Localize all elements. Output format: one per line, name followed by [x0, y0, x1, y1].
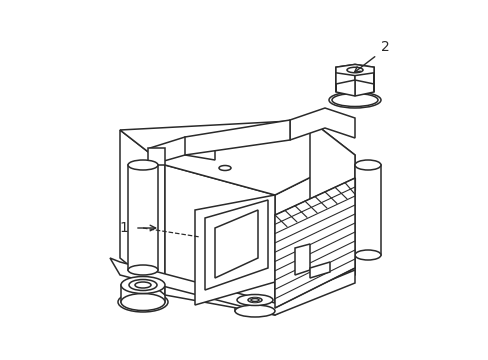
Polygon shape [354, 64, 373, 84]
Polygon shape [309, 262, 329, 278]
Polygon shape [235, 300, 274, 311]
Polygon shape [195, 195, 274, 305]
Polygon shape [120, 120, 354, 195]
Ellipse shape [128, 160, 158, 170]
Ellipse shape [121, 276, 164, 293]
Polygon shape [335, 64, 354, 84]
Polygon shape [148, 148, 164, 165]
Ellipse shape [219, 166, 230, 171]
Ellipse shape [121, 293, 164, 310]
Polygon shape [354, 165, 380, 255]
Polygon shape [121, 285, 164, 302]
Ellipse shape [237, 294, 272, 306]
Polygon shape [335, 73, 354, 96]
Polygon shape [164, 165, 274, 315]
Ellipse shape [354, 160, 380, 170]
Polygon shape [110, 258, 354, 315]
Ellipse shape [128, 265, 158, 275]
Ellipse shape [346, 67, 362, 73]
Polygon shape [354, 73, 373, 96]
Ellipse shape [135, 282, 151, 288]
Ellipse shape [129, 279, 157, 291]
Ellipse shape [328, 92, 380, 108]
Polygon shape [128, 165, 158, 270]
Ellipse shape [118, 292, 168, 312]
Polygon shape [289, 108, 354, 140]
Ellipse shape [331, 94, 377, 107]
Polygon shape [274, 155, 354, 315]
Text: 2: 2 [380, 40, 388, 54]
Ellipse shape [354, 250, 380, 260]
Polygon shape [335, 64, 373, 76]
Polygon shape [294, 244, 309, 275]
Polygon shape [120, 130, 164, 295]
Ellipse shape [235, 305, 274, 317]
Polygon shape [150, 137, 215, 165]
Ellipse shape [247, 297, 262, 302]
Polygon shape [184, 120, 289, 155]
Ellipse shape [250, 298, 259, 302]
Polygon shape [309, 120, 354, 275]
Polygon shape [204, 200, 267, 290]
Text: 1: 1 [120, 221, 128, 235]
Polygon shape [274, 178, 354, 308]
